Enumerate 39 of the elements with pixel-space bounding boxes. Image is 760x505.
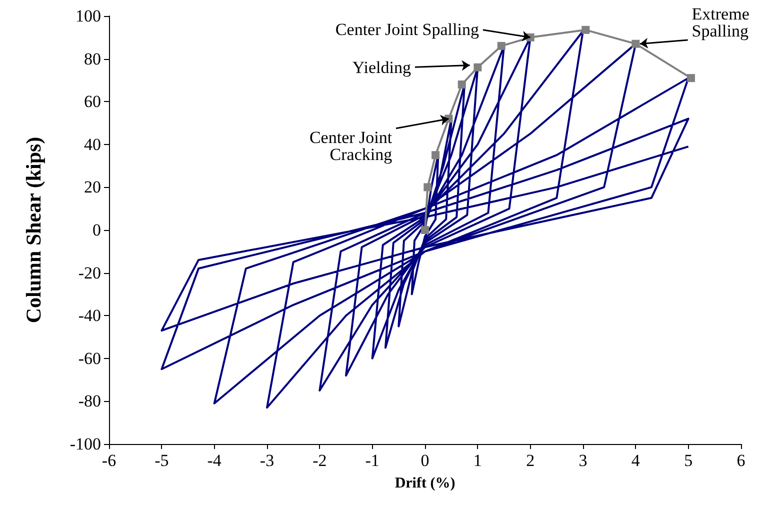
x-tick-label: 4 xyxy=(631,451,640,470)
point xyxy=(424,183,432,192)
y-tick-label: 0 xyxy=(92,220,101,240)
x-tick-label: 1 xyxy=(473,451,482,470)
x-tick-label: 3 xyxy=(578,451,588,470)
x-tick-label: -1 xyxy=(365,451,380,470)
x-tick-label: 2 xyxy=(526,451,535,470)
y-tick-label: 100 xyxy=(76,6,101,26)
annotation: Extreme Spalling xyxy=(692,4,750,41)
y-tick-label: -20 xyxy=(78,263,101,282)
annotation: Center Joint Cracking xyxy=(309,128,393,164)
point xyxy=(497,42,506,50)
x-tick-label: 6 xyxy=(736,451,746,470)
y-axis-title: Column Shear (kips) xyxy=(22,136,46,324)
x-axis-title: Drift (%) xyxy=(394,476,456,492)
point xyxy=(458,80,466,88)
point xyxy=(632,40,640,48)
x-tick-label: 5 xyxy=(684,451,693,470)
x-tick-label: 0 xyxy=(420,451,430,470)
y-tick-label: 80 xyxy=(84,49,101,68)
point xyxy=(421,226,429,234)
annotation: Center Joint Spalling xyxy=(335,20,480,39)
y-tick-label: -40 xyxy=(78,306,101,326)
point xyxy=(432,151,440,160)
point xyxy=(582,26,590,34)
x-tick-label: -2 xyxy=(312,451,327,470)
point xyxy=(686,74,695,82)
point xyxy=(474,63,482,72)
y-tick-label: 60 xyxy=(84,92,101,112)
x-tick-label: -3 xyxy=(260,451,274,470)
y-tick-label: -80 xyxy=(78,392,101,411)
x-tick-label: -5 xyxy=(154,451,169,470)
y-tick-label: 40 xyxy=(84,134,101,154)
x-tick-label: -6 xyxy=(102,451,116,470)
y-tick-label: 20 xyxy=(84,178,101,197)
x-tick-label: -4 xyxy=(207,451,222,470)
y-tick-label: -60 xyxy=(78,348,101,368)
y-tick-label: -100 xyxy=(70,434,101,454)
annotation: Yielding xyxy=(352,58,412,77)
